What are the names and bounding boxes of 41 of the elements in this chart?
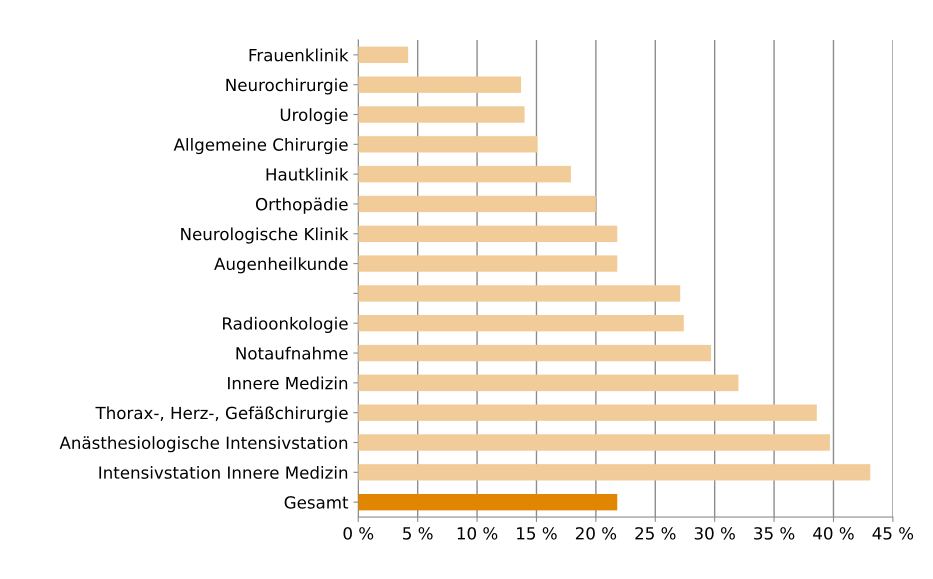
y-tick-label: Notaufnahme — [236, 346, 348, 360]
bar — [358, 285, 680, 302]
y-tick-label: Allgemeine Chirurgie — [174, 138, 348, 154]
y-tick-label: Intensivstation Innere Medizin — [99, 466, 348, 479]
y-tick-label: Urologie — [280, 108, 348, 124]
y-tick-label: Gesamt — [284, 496, 348, 509]
y-tick-label: Radioonkologie — [223, 316, 348, 334]
x-tick-label: 45 % — [872, 527, 914, 540]
bar — [358, 464, 870, 481]
x-tick-label: 35 % — [754, 527, 794, 540]
y-tick-label: Neurochirurgie — [226, 78, 348, 94]
x-tick-label: 40 % — [813, 527, 854, 540]
bar — [358, 226, 618, 242]
bar — [358, 196, 596, 212]
y-tick-label: Augenheilkunde — [214, 257, 348, 274]
bar — [358, 374, 738, 392]
y-tick-label: Thorax-, Herz-, Gefäßchirurgie — [95, 406, 348, 422]
bar — [358, 344, 712, 362]
x-tick-label: 5 % — [403, 527, 433, 540]
bar — [358, 434, 830, 451]
y-tick-label: Orthopädie — [256, 198, 348, 214]
bar — [358, 404, 817, 421]
x-tick-label: 30 % — [694, 527, 735, 540]
bar — [358, 255, 618, 272]
x-tick-label: 15 % — [517, 527, 557, 540]
bar — [358, 76, 522, 93]
y-tick-label: Frauenklinik — [250, 48, 349, 62]
x-tick-label: 25 % — [635, 527, 676, 540]
bar — [358, 315, 684, 332]
x-tick-label: 10 % — [458, 527, 498, 540]
bar — [358, 136, 538, 153]
y-tick-label: Anästhesiologische Intensivstation — [60, 436, 348, 452]
x-tick-label: 0 % — [344, 527, 374, 540]
x-tick-label: 20 % — [576, 527, 616, 540]
bar — [358, 46, 408, 64]
y-tick-label: Hautklinik — [266, 168, 349, 181]
bar — [358, 494, 618, 510]
y-tick-label: Innere Medizin — [228, 376, 348, 390]
y-tick-label: Neurologische Klinik — [181, 227, 348, 244]
bar — [358, 106, 525, 123]
bar — [358, 166, 571, 182]
